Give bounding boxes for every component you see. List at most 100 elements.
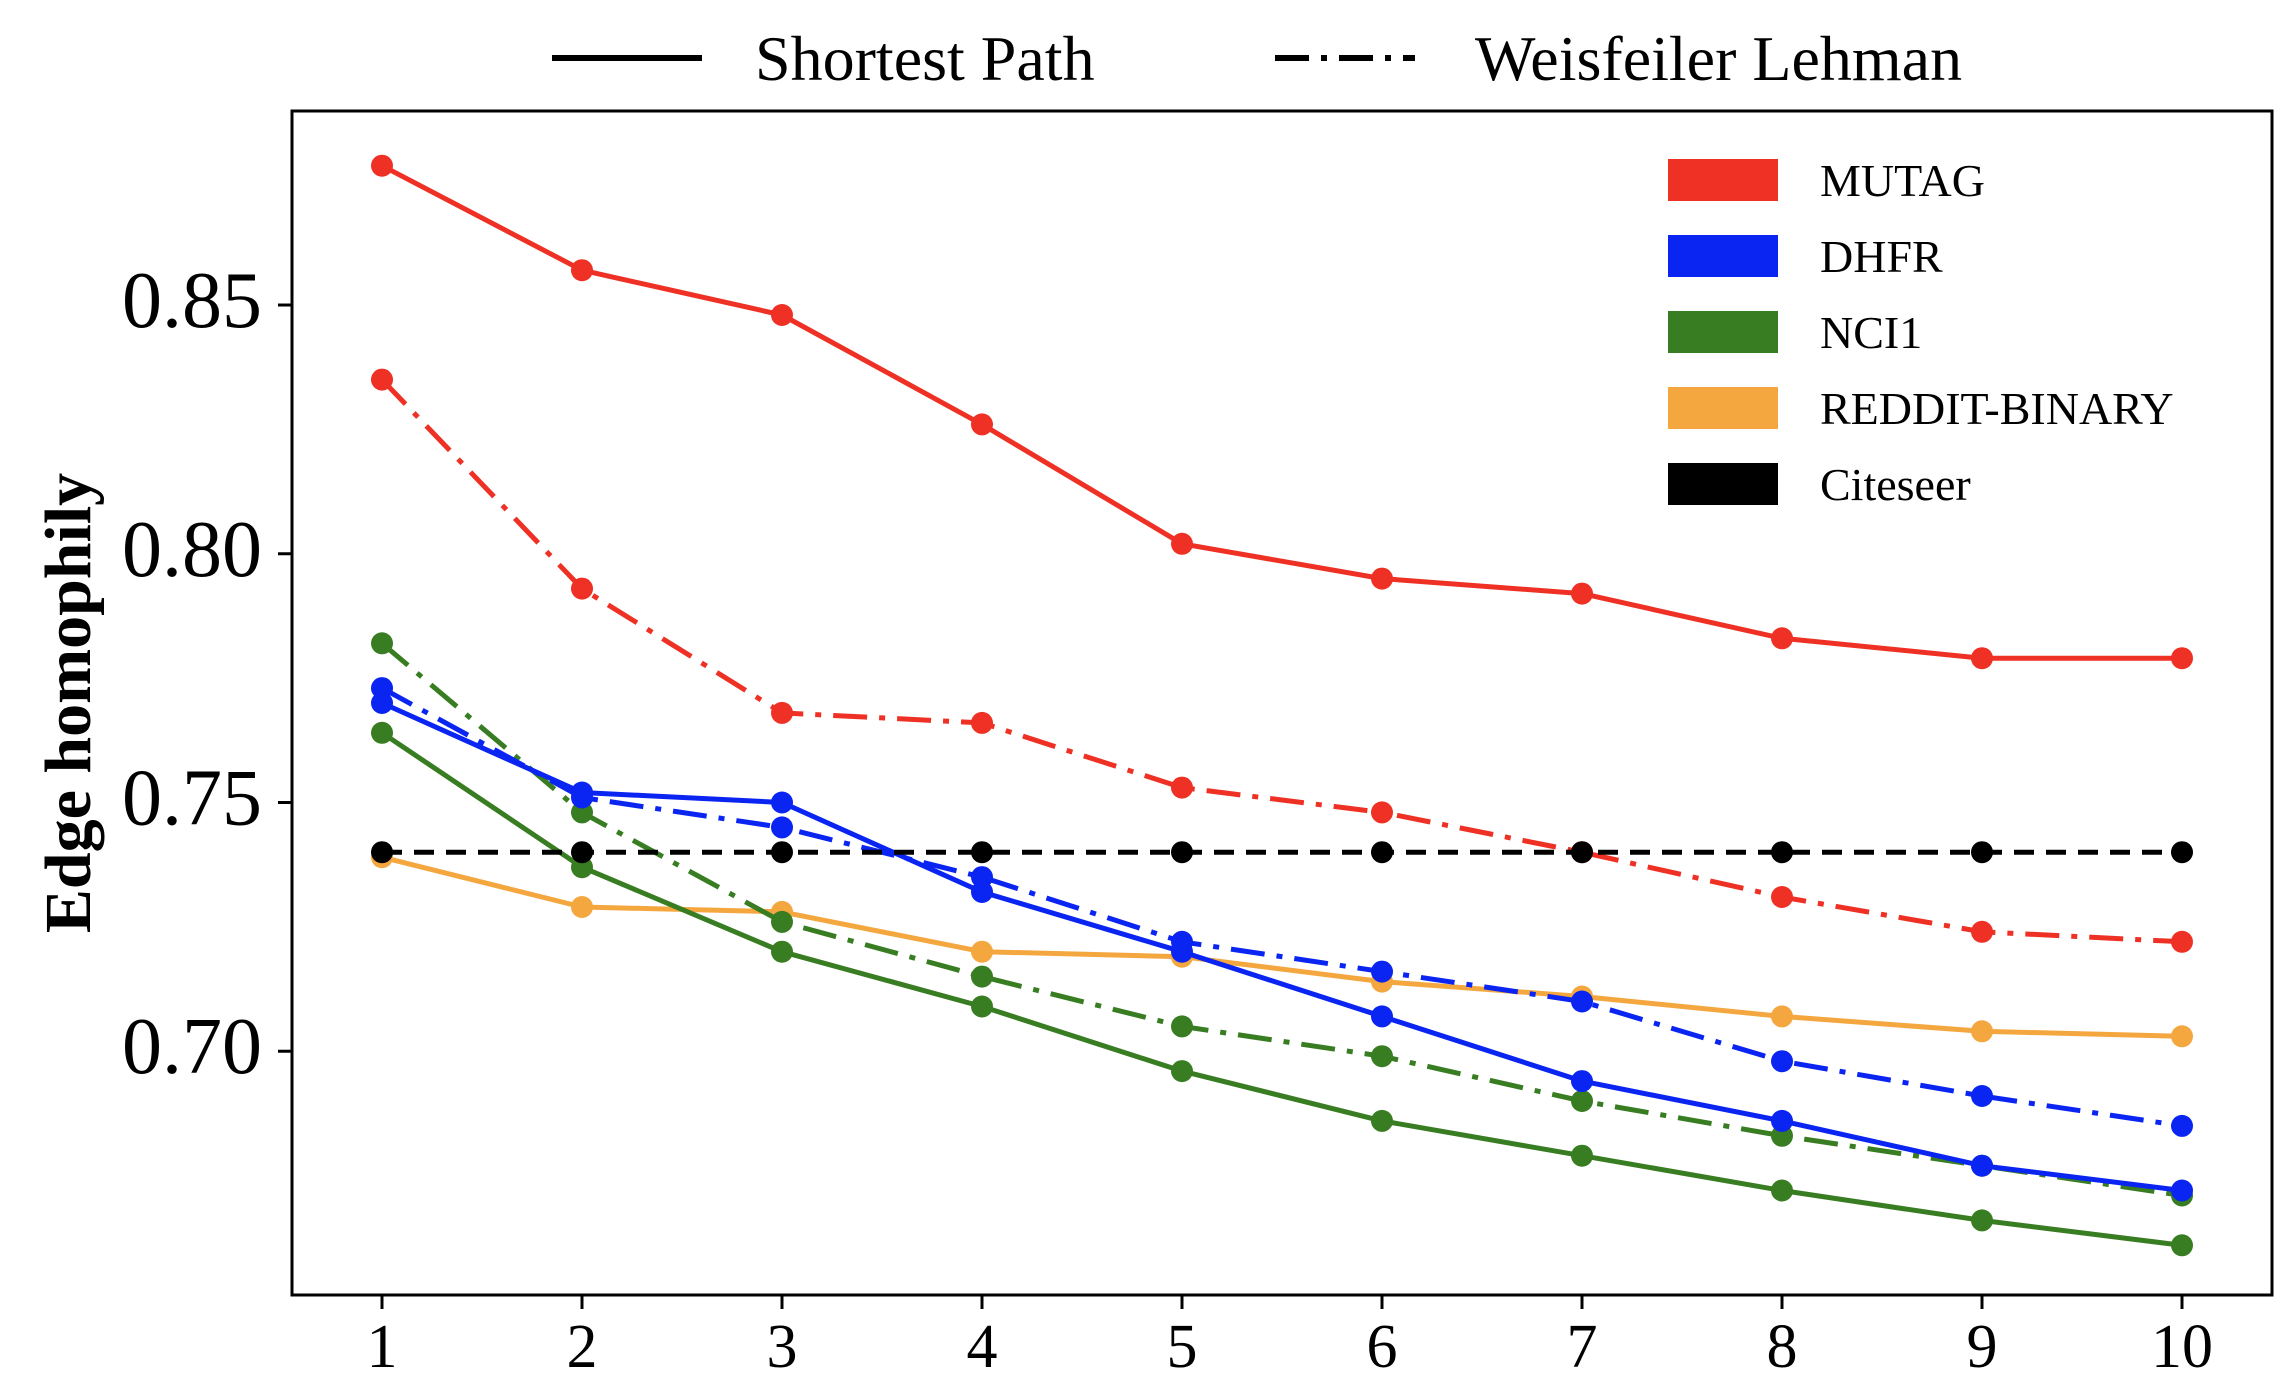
data-point-dhfr-shortest-path xyxy=(571,781,593,804)
dataset-legend-label: NCI1 xyxy=(1820,307,1922,358)
data-point-mutag-shortest-path xyxy=(971,413,993,436)
data-point-dhfr-shortest-path xyxy=(1571,1070,1593,1093)
data-point-nci1-weisfeiler-lehman xyxy=(1171,1015,1193,1038)
x-tick-label: 2 xyxy=(567,1313,598,1378)
data-point-mutag-shortest-path xyxy=(1171,532,1193,555)
x-tick-label: 3 xyxy=(767,1313,798,1378)
data-point-reddit-binary-shortest-path xyxy=(2171,1025,2193,1048)
data-point-dhfr-weisfeiler-lehman xyxy=(771,816,793,839)
axes-layer: 1 2 3 4 5 6 7 8 9 10 0.70 0.75 0.80 0.85 xyxy=(122,257,2213,1378)
series-line-mutag-shortest-path xyxy=(380,163,2182,661)
data-point-mutag-shortest-path xyxy=(2171,647,2193,670)
data-point-citeseer-shortest-path xyxy=(1771,841,1793,864)
data-point-dhfr-shortest-path xyxy=(2171,1179,2193,1202)
data-point-mutag-weisfeiler-lehman xyxy=(571,577,593,600)
data-point-mutag-weisfeiler-lehman xyxy=(1971,920,1993,943)
y-tick-label: 0.85 xyxy=(122,257,262,345)
data-point-nci1-shortest-path xyxy=(1971,1209,1993,1232)
data-point-citeseer-shortest-path xyxy=(1971,841,1993,864)
data-point-citeseer-shortest-path xyxy=(571,841,593,864)
y-tick-label: 0.70 xyxy=(122,1003,262,1091)
legend-swatch xyxy=(1668,311,1778,353)
data-point-citeseer-shortest-path xyxy=(2171,841,2193,864)
data-point-reddit-binary-shortest-path xyxy=(571,896,593,918)
data-point-nci1-shortest-path xyxy=(1571,1144,1593,1167)
data-point-reddit-binary-shortest-path xyxy=(1771,1005,1793,1028)
data-point-dhfr-shortest-path xyxy=(371,692,393,714)
series-line-reddit-binary-shortest-path xyxy=(381,854,2183,1039)
data-point-dhfr-weisfeiler-lehman xyxy=(1371,960,1393,983)
data-point-mutag-weisfeiler-lehman xyxy=(1371,801,1393,824)
data-point-nci1-shortest-path xyxy=(771,940,793,963)
dataset-legend-label: MUTAG xyxy=(1820,155,1985,206)
series-line-dhfr-weisfeiler-lehman xyxy=(380,685,2183,1129)
x-tick-label: 1 xyxy=(367,1313,398,1378)
data-point-dhfr-weisfeiler-lehman xyxy=(1771,1050,1793,1073)
dataset-legend: MUTAG DHFR NCI1 REDDIT-BINARY Citeseer xyxy=(1668,155,2174,510)
dataset-legend-label: Citeseer xyxy=(1820,459,1971,510)
x-tick-label: 4 xyxy=(967,1313,998,1378)
data-point-dhfr-shortest-path xyxy=(1371,1005,1393,1028)
data-point-mutag-shortest-path xyxy=(1771,627,1793,650)
data-point-citeseer-shortest-path xyxy=(1371,841,1393,864)
data-point-mutag-shortest-path xyxy=(371,154,393,177)
x-tick-label: 8 xyxy=(1767,1313,1798,1378)
data-point-dhfr-shortest-path xyxy=(1771,1109,1793,1132)
style-legend-label: Weisfeiler Lehman xyxy=(1475,23,1962,94)
data-point-nci1-shortest-path xyxy=(1171,1060,1193,1083)
series-line-mutag-weisfeiler-lehman xyxy=(380,377,2183,945)
plot-frame xyxy=(290,109,2274,1297)
x-tick-label: 7 xyxy=(1567,1313,1598,1378)
data-point-citeseer-shortest-path xyxy=(1171,841,1193,864)
legend-swatch xyxy=(1668,387,1778,429)
data-point-dhfr-shortest-path xyxy=(1971,1154,1993,1177)
legend-swatch xyxy=(1668,463,1778,505)
data-point-nci1-shortest-path xyxy=(371,721,393,744)
y-tick-label: 0.80 xyxy=(122,506,262,594)
data-point-dhfr-weisfeiler-lehman xyxy=(1571,990,1593,1013)
series-line-nci1-weisfeiler-lehman xyxy=(380,641,2183,1198)
data-point-mutag-shortest-path xyxy=(771,304,793,326)
x-tick-label: 5 xyxy=(1167,1313,1198,1378)
x-tick-label: 10 xyxy=(2151,1313,2213,1378)
series-layer xyxy=(371,154,2193,1257)
data-point-nci1-weisfeiler-lehman xyxy=(1371,1045,1393,1068)
data-point-mutag-weisfeiler-lehman xyxy=(971,711,993,734)
data-point-citeseer-shortest-path xyxy=(371,841,393,864)
data-point-nci1-shortest-path xyxy=(1771,1179,1793,1202)
x-tick-label: 9 xyxy=(1967,1313,1998,1378)
data-point-dhfr-shortest-path xyxy=(771,791,793,814)
data-point-mutag-shortest-path xyxy=(1371,567,1393,590)
data-point-mutag-weisfeiler-lehman xyxy=(2171,930,2193,953)
data-point-mutag-weisfeiler-lehman xyxy=(1171,776,1193,799)
legend-swatch xyxy=(1668,159,1778,201)
dataset-legend-label: DHFR xyxy=(1820,231,1943,282)
data-point-mutag-weisfeiler-lehman xyxy=(771,701,793,724)
line-style-legend: Shortest Path Weisfeiler Lehman xyxy=(552,23,1962,94)
legend-swatch xyxy=(1668,235,1778,277)
data-point-citeseer-shortest-path xyxy=(771,841,793,864)
y-axis-label: Edge homophily xyxy=(32,473,105,933)
data-point-nci1-weisfeiler-lehman xyxy=(1571,1090,1593,1112)
data-point-mutag-weisfeiler-lehman xyxy=(1771,886,1793,908)
data-point-dhfr-weisfeiler-lehman xyxy=(1971,1085,1993,1107)
data-point-citeseer-shortest-path xyxy=(971,841,993,864)
data-point-nci1-shortest-path xyxy=(2171,1234,2193,1257)
data-point-nci1-weisfeiler-lehman xyxy=(771,910,793,933)
data-point-mutag-weisfeiler-lehman xyxy=(371,368,393,391)
data-point-mutag-shortest-path xyxy=(1971,647,1993,670)
data-point-nci1-shortest-path xyxy=(1371,1109,1393,1132)
data-point-nci1-weisfeiler-lehman xyxy=(971,965,993,988)
data-point-dhfr-shortest-path xyxy=(1171,940,1193,963)
data-point-mutag-shortest-path xyxy=(1571,582,1593,605)
y-tick-label: 0.75 xyxy=(122,754,262,842)
series-line-dhfr-shortest-path xyxy=(380,700,2183,1193)
data-point-dhfr-shortest-path xyxy=(971,881,993,903)
data-point-dhfr-weisfeiler-lehman xyxy=(2171,1114,2193,1137)
dataset-legend-label: REDDIT-BINARY xyxy=(1820,383,2174,434)
x-tick-label: 6 xyxy=(1367,1313,1398,1378)
data-point-mutag-shortest-path xyxy=(571,259,593,282)
data-point-citeseer-shortest-path xyxy=(1571,841,1593,864)
data-point-reddit-binary-shortest-path xyxy=(971,940,993,963)
data-point-nci1-shortest-path xyxy=(971,995,993,1018)
